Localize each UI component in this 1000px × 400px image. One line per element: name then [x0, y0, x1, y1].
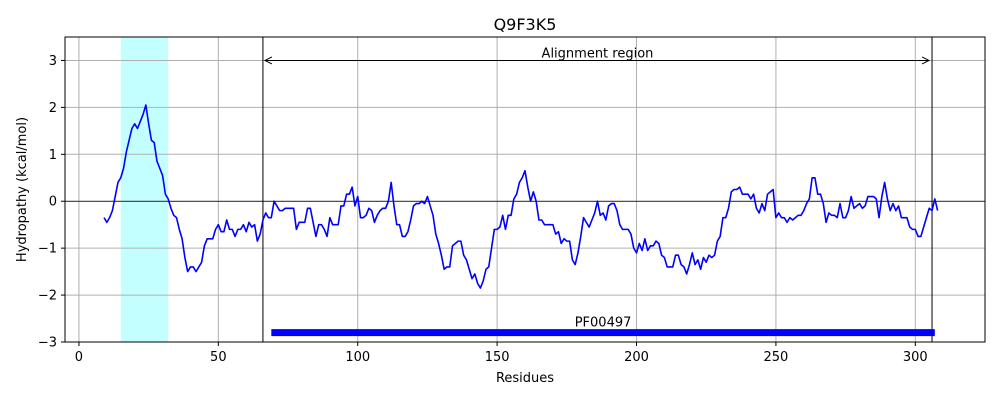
- x-tick-label: 100: [345, 350, 370, 365]
- x-tick-label: 150: [485, 350, 510, 365]
- alignment-region-label: Alignment region: [542, 46, 654, 61]
- y-tick-label: 1: [49, 148, 57, 163]
- hydropathy-series-line: [103, 104, 939, 289]
- x-axis-label: Residues: [496, 371, 554, 386]
- x-tick-label: 300: [903, 350, 928, 365]
- alignment-arrow-head-right: [921, 56, 931, 65]
- y-tick-label: −2: [38, 289, 57, 304]
- x-tick-label: 250: [763, 350, 788, 365]
- y-tick-label: 0: [49, 195, 57, 210]
- alignment-arrow-head-left: [263, 56, 273, 65]
- axes-frame: [64, 36, 986, 343]
- domain-label: PF00497: [575, 316, 632, 331]
- y-axis-label: Hydropathy (kcal/mol): [15, 117, 30, 262]
- x-tick-label: 50: [210, 350, 227, 365]
- x-tick-label: 200: [624, 350, 649, 365]
- chart-title: Q9F3K5: [494, 15, 557, 34]
- highlight-region: [120, 37, 169, 342]
- y-tick-label: −3: [38, 336, 57, 351]
- y-tick-label: 3: [49, 54, 57, 69]
- x-tick-label: 0: [75, 350, 83, 365]
- y-tick-label: −1: [38, 242, 57, 257]
- y-tick-label: 2: [49, 101, 57, 116]
